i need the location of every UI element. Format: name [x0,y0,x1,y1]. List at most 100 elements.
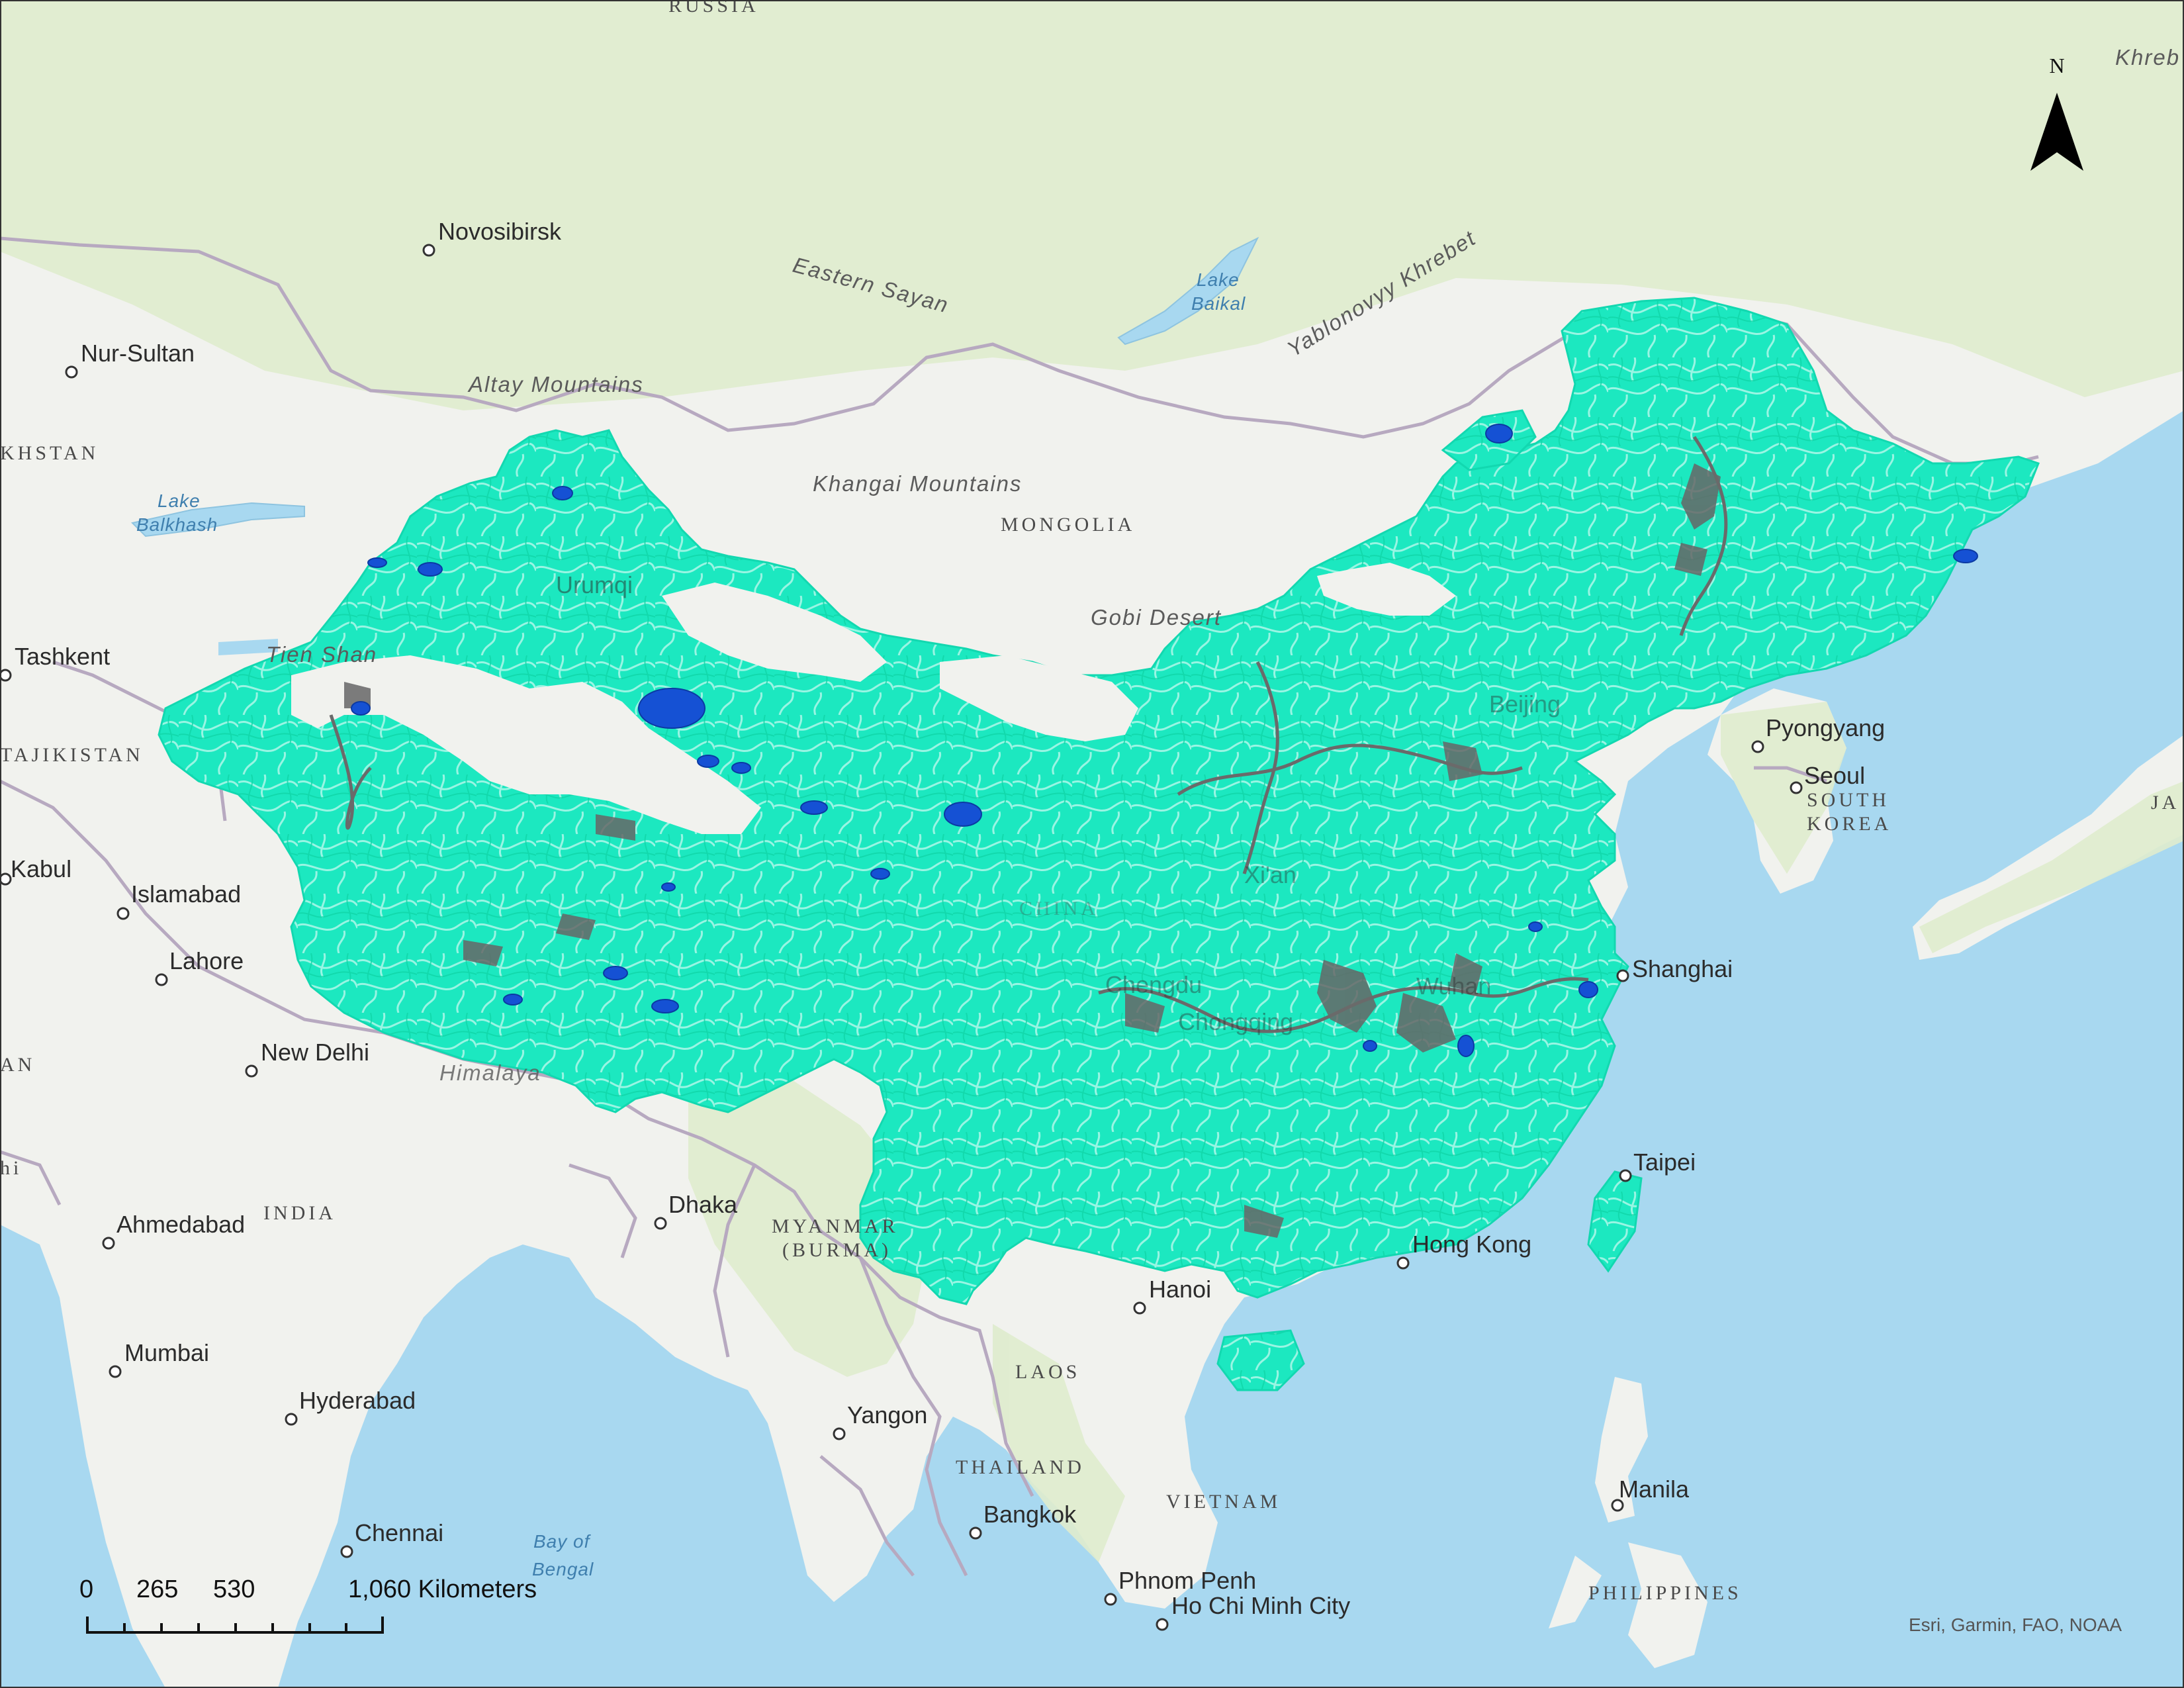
svg-text:PHILIPPINES: PHILIPPINES [1588,1582,1742,1604]
lake-ebinur [418,562,443,577]
city-chennai: Chennai [340,1519,443,1558]
svg-text:Bay of: Bay of [533,1531,592,1552]
svg-text:Lake: Lake [1197,269,1240,290]
lake-issyk [218,639,278,655]
water-labels: Lake Baikal Lake Balkhash Bay of Bengal [136,269,1246,1579]
country-labels: RUSSIA MONGOLIA KHSTAN TAJIKISTAN INDIA … [0,0,2179,1604]
lake-nam [661,882,676,892]
lake-xingkai [1953,549,1978,563]
city-tashkent: Tashkent [0,643,110,682]
lake-chaohu [1528,921,1543,932]
city-chongqing: Chongqing [1178,1008,1293,1035]
svg-text:530: 530 [213,1575,255,1603]
lake-zhari [870,868,890,880]
svg-text:KOREA: KOREA [1807,813,1891,835]
svg-text:AN: AN [0,1054,35,1076]
city-hong-kong: Hong Kong [1396,1231,1531,1270]
city-urumqi: Urumqi [556,571,633,598]
svg-text:Tashkent: Tashkent [15,643,110,670]
lake-taihu [1578,981,1598,998]
svg-text:Baikal: Baikal [1191,293,1246,314]
svg-text:RUSSIA: RUSSIA [668,0,759,17]
svg-text:Balkhash: Balkhash [136,514,218,535]
lake-poyang [1457,1035,1475,1057]
lake-baikal [1117,236,1259,346]
lake-qinghai [944,802,982,827]
svg-text:KHSTAN: KHSTAN [0,442,99,464]
city-dhaka: Dhaka [654,1191,738,1230]
svg-text:Phnom Penh: Phnom Penh [1118,1567,1256,1594]
lake-ayakkum [731,762,751,774]
svg-text:Hanoi: Hanoi [1149,1276,1211,1303]
lake-namtso [651,999,679,1013]
city-islamabad: Islamabad [116,880,241,920]
svg-text:0: 0 [79,1575,93,1603]
svg-text:Lahore: Lahore [169,947,244,974]
svg-text:MONGOLIA: MONGOLIA [1001,514,1135,536]
svg-text:LAOS: LAOS [1015,1361,1080,1383]
city-ho-chi-minh-city: Ho Chi Minh City [1156,1592,1350,1631]
city-kabul: Kabul [0,855,71,886]
svg-text:JA: JA [2151,792,2179,814]
svg-text:Tien Shan: Tien Shan [266,642,377,667]
lake-hulun [1485,424,1513,444]
svg-text:Khreb: Khreb [2115,45,2180,70]
attribution: Esri, Garmin, FAO, NOAA [1909,1615,2122,1635]
svg-text:Hong Kong: Hong Kong [1412,1231,1531,1258]
city-nur-sultan: Nur-Sultan [65,340,195,379]
svg-text:(BURMA): (BURMA) [782,1239,891,1261]
lake-dongting [1363,1040,1377,1052]
svg-text:Khangai Mountains: Khangai Mountains [813,471,1023,496]
lake-aksai [697,755,719,768]
river-hainan [1216,1329,1305,1391]
svg-text:MYANMAR: MYANMAR [772,1215,899,1237]
svg-text:265: 265 [136,1575,178,1603]
svg-text:TAJIKISTAN: TAJIKISTAN [0,744,144,766]
svg-text:Bangkok: Bangkok [983,1501,1077,1528]
svg-text:Gobi Desert: Gobi Desert [1091,605,1222,630]
lake-gas [800,800,828,815]
city-hyderabad: Hyderabad [285,1387,416,1426]
svg-text:Altay Mountains: Altay Mountains [467,372,644,397]
desert-gaps [291,563,1456,834]
north-label: N [2049,54,2064,77]
lake-selin [603,966,628,980]
city-mumbai: Mumbai [109,1339,209,1378]
svg-text:INDIA: INDIA [263,1202,336,1224]
city-novosibirsk: Novosibirsk [422,218,562,257]
svg-text:Shanghai: Shanghai [1632,955,1733,982]
city-seoul: Seoul [1790,762,1865,794]
china-river-network [158,297,2040,1391]
svg-text:Manila: Manila [1619,1476,1690,1503]
lake-balkhash [131,502,305,538]
svg-text:Nur-Sultan: Nur-Sultan [81,340,195,367]
city-new-delhi: New Delhi [245,1039,369,1078]
svg-text:SOUTH: SOUTH [1807,789,1889,811]
river-taiwan [1587,1170,1643,1273]
city-chengdu: Chengdu [1105,971,1202,998]
svg-text:Ahmedabad: Ahmedabad [116,1211,245,1238]
svg-text:THAILAND: THAILAND [956,1456,1085,1478]
svg-text:Hyderabad: Hyderabad [299,1387,416,1414]
svg-text:Lake: Lake [158,491,201,511]
city-bangkok: Bangkok [969,1501,1077,1540]
city-manila: Manila [1611,1476,1690,1512]
lake-bosten [638,688,705,729]
city-wuhan: Wuhan [1416,972,1491,1000]
scale-bar: 0 265 530 1,060 Kilometers [79,1575,537,1634]
city-phnom-penh: Phnom Penh [1104,1567,1256,1606]
svg-text:Kabul: Kabul [11,855,71,882]
svg-text:Bengal: Bengal [532,1559,594,1579]
svg-text:Novosibirsk: Novosibirsk [438,218,562,245]
major-rivers [329,436,1728,1033]
north-arrow: N [2030,54,2083,171]
city-taipei: Taipei [1619,1149,1696,1182]
city-yangon: Yangon [833,1401,927,1440]
vegetation-layer [0,0,2184,1562]
city-ahmedabad: Ahmedabad [102,1211,245,1250]
city-hanoi: Hanoi [1133,1276,1211,1315]
svg-text:Yangon: Yangon [847,1401,927,1429]
lake-ulungur [552,486,573,500]
